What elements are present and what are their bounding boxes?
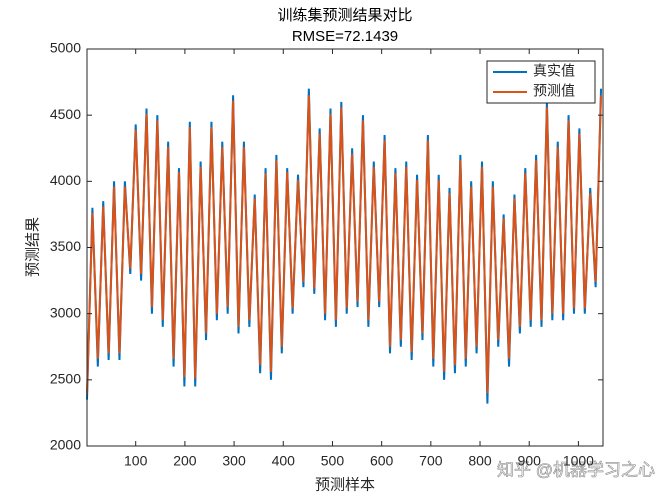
x-tick-label: 300 [222,453,246,469]
y-tick-label: 4000 [50,172,81,188]
x-tick-label: 600 [370,453,394,469]
chart-subtitle: RMSE=72.1439 [292,28,398,45]
legend-box [486,60,596,104]
watermark: 知乎 @机器学习之心 [497,460,655,479]
x-tick-label: 1000 [563,453,594,469]
y-tick-label: 4500 [50,106,81,122]
x-tick-label: 400 [272,453,296,469]
y-axis-label: 预测结果 [24,217,41,277]
y-tick-label: 2000 [50,437,81,453]
y-tick-label: 3000 [50,304,81,320]
x-tick-label: 500 [321,453,345,469]
y-tick-label: 5000 [50,40,81,56]
x-tick-label: 800 [468,453,492,469]
legend-label: 预测值 [533,83,575,99]
x-tick-label: 200 [173,453,197,469]
legend-label: 真实值 [533,63,575,79]
x-tick-label: 700 [419,453,443,469]
x-tick-label: 900 [518,453,542,469]
y-tick-label: 3500 [50,238,81,254]
x-axis-label: 预测样本 [315,476,375,493]
axes-box [86,48,604,447]
y-tick-label: 2500 [50,371,81,387]
chart-title: 训练集预测结果对比 [277,7,412,24]
x-tick-label: 100 [124,453,148,469]
series-line [86,95,603,394]
